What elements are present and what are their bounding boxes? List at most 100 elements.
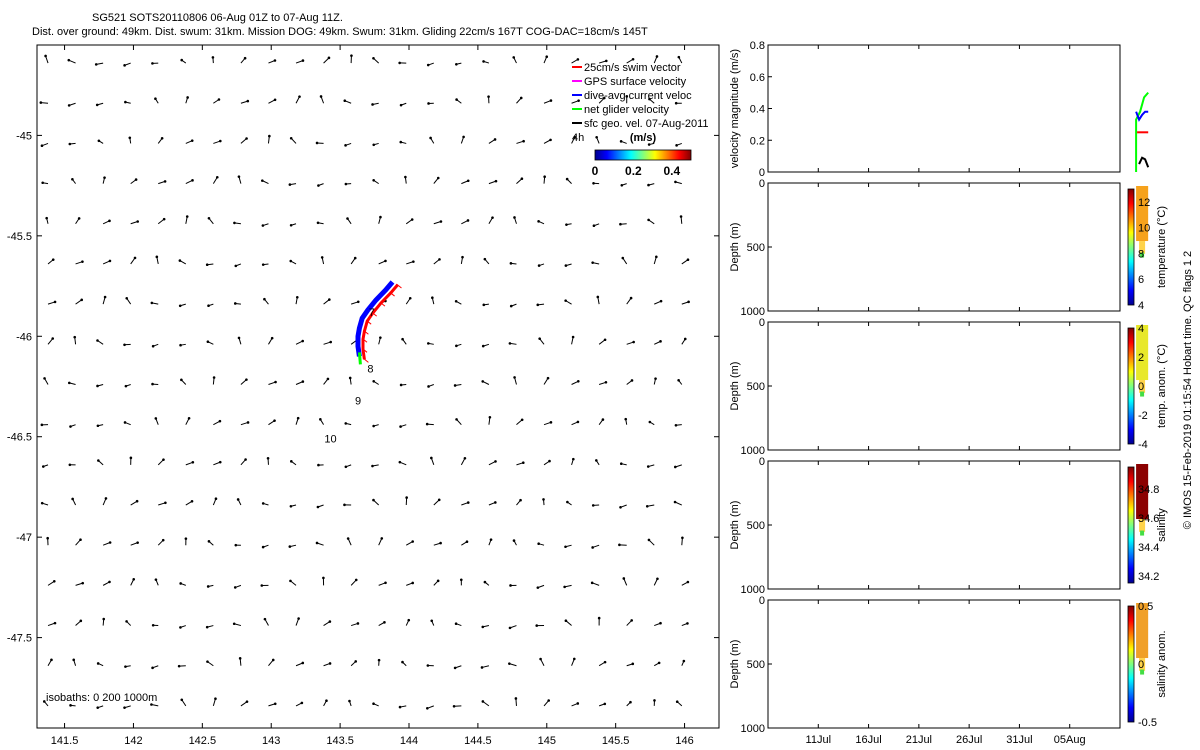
sfc-velocity-vector-head bbox=[328, 620, 332, 623]
sfc-velocity-vector-head bbox=[190, 499, 194, 503]
sfc-velocity-vector-head bbox=[217, 98, 221, 101]
sfc-velocity-vector-head bbox=[301, 59, 305, 62]
sfc-velocity-vector-head bbox=[618, 543, 621, 547]
sfc-velocity-vector-head bbox=[509, 584, 512, 587]
sfc-velocity-vector-head bbox=[77, 217, 81, 220]
sfc-velocity-vector-head bbox=[686, 580, 690, 584]
sfc-velocity-vector-head bbox=[632, 340, 635, 344]
sfc-velocity-vector-head bbox=[329, 340, 333, 344]
velocity-series-line bbox=[1135, 110, 1149, 122]
sfc-velocity-vector-head bbox=[573, 135, 577, 139]
sfc-velocity-vector-head bbox=[125, 620, 128, 623]
sfc-velocity-vector-head bbox=[455, 418, 458, 421]
sfc-velocity-vector-head bbox=[151, 62, 154, 65]
sfc-velocity-vector-head bbox=[398, 705, 402, 709]
panel-y-tick-label: 0.2 bbox=[750, 135, 765, 147]
sfc-velocity-vector-head bbox=[69, 425, 72, 428]
velocity-series-line bbox=[1135, 91, 1149, 172]
sfc-velocity-vector-head bbox=[656, 577, 659, 581]
sfc-velocity-vector-head bbox=[71, 497, 74, 501]
sfc-velocity-vector-head bbox=[346, 217, 349, 220]
panel-colorbar-tick-label: 4 bbox=[1138, 300, 1144, 312]
panel-y-tick-label: 0 bbox=[759, 167, 765, 179]
sfc-velocity-vector-head bbox=[631, 57, 635, 61]
sfc-velocity-vector-head bbox=[163, 180, 167, 183]
sfc-velocity-vector-head bbox=[565, 177, 569, 181]
profile-tail bbox=[1139, 519, 1146, 532]
map-x-tick-label: 145.5 bbox=[602, 735, 630, 747]
sfc-velocity-vector-head bbox=[481, 700, 485, 703]
sfc-velocity-vector-head bbox=[44, 54, 47, 58]
sfc-velocity-vector-head bbox=[438, 258, 441, 261]
sfc-velocity-vector-head bbox=[647, 218, 650, 222]
sfc-velocity-vector-head bbox=[657, 661, 661, 665]
sfc-velocity-vector-head bbox=[647, 183, 650, 187]
sfc-velocity-vector-head bbox=[207, 540, 211, 543]
sfc-velocity-vector-head bbox=[398, 460, 402, 464]
sfc-velocity-vector-head bbox=[215, 175, 219, 179]
sfc-velocity-vector-head bbox=[154, 97, 157, 101]
panel-y-axis-label: Depth (m) bbox=[729, 640, 741, 689]
sfc-velocity-vector-head bbox=[344, 144, 347, 147]
map-x-tick-label: 143.5 bbox=[326, 735, 354, 747]
sfc-velocity-vector-head bbox=[653, 699, 656, 702]
sfc-velocity-vector-head bbox=[40, 144, 44, 147]
panel-colorbar-tick-label: 6 bbox=[1138, 274, 1144, 286]
sfc-velocity-vector-head bbox=[124, 665, 127, 668]
legend-entry: sfc geo. vel. 07-Aug-2011 bbox=[584, 118, 709, 130]
sfc-velocity-vector-head bbox=[494, 501, 497, 504]
sfc-velocity-vector-head bbox=[150, 301, 154, 305]
sfc-velocity-vector-head bbox=[592, 181, 595, 185]
sfc-velocity-vector-head bbox=[274, 380, 277, 384]
map-x-tick-label: 143 bbox=[262, 735, 280, 747]
sfc-velocity-vector-head bbox=[191, 179, 194, 182]
sfc-velocity-vector-head bbox=[601, 418, 605, 421]
imos-credit-text: © IMOS 15-Feb-2019 01:15:54 Hobart time.… bbox=[1182, 251, 1194, 529]
sfc-velocity-vector-head bbox=[687, 300, 690, 304]
sfc-velocity-vector-head bbox=[455, 98, 458, 101]
day-label: 7 bbox=[369, 307, 375, 319]
swim-vector bbox=[371, 311, 377, 317]
sfc-velocity-vector-head bbox=[454, 300, 458, 303]
sfc-velocity-vector-head bbox=[319, 95, 323, 98]
sfc-velocity-vector-head bbox=[214, 497, 218, 500]
sfc-velocity-vector-head bbox=[273, 98, 277, 102]
sfc-velocity-vector-head bbox=[549, 421, 553, 424]
swim-vector bbox=[396, 283, 402, 289]
sfc-velocity-vector-head bbox=[134, 178, 138, 181]
swim-vector bbox=[389, 291, 395, 297]
sfc-velocity-vector-head bbox=[372, 702, 375, 705]
sfc-velocity-vector-head bbox=[150, 703, 153, 706]
velocity-series-line bbox=[1138, 156, 1150, 168]
sfc-velocity-vector-head bbox=[564, 299, 567, 302]
sfc-velocity-vector-head bbox=[408, 296, 412, 300]
sfc-velocity-vector-head bbox=[522, 139, 525, 143]
sfc-velocity-vector-head bbox=[236, 498, 240, 501]
sfc-velocity-vector-head bbox=[151, 623, 155, 627]
sfc-velocity-vector-head bbox=[564, 264, 568, 267]
sfc-velocity-vector-head bbox=[563, 585, 566, 589]
sfc-velocity-vector-head bbox=[462, 135, 465, 139]
sfc-velocity-vector-head bbox=[129, 456, 133, 460]
sfc-velocity-vector-head bbox=[244, 458, 247, 461]
legend-entry: dive-avg current veloc bbox=[584, 90, 692, 102]
sfc-velocity-vector-head bbox=[592, 224, 596, 228]
sfc-velocity-vector-head bbox=[218, 419, 222, 423]
sfc-velocity-vector-head bbox=[494, 179, 498, 183]
sfc-velocity-vector-head bbox=[97, 139, 101, 143]
sfc-velocity-vector-head bbox=[206, 660, 209, 663]
sfc-velocity-vector-head bbox=[513, 376, 516, 379]
sfc-velocity-vector-head bbox=[681, 536, 684, 540]
sfc-velocity-vector-head bbox=[356, 300, 360, 304]
panel-colorbar-label: salinity anom. bbox=[1156, 630, 1168, 697]
sfc-velocity-vector-head bbox=[572, 657, 576, 661]
sfc-velocity-vector-head bbox=[545, 55, 549, 59]
net-glider-velocity-mark bbox=[357, 352, 362, 365]
sfc-velocity-vector-head bbox=[211, 56, 215, 59]
sfc-velocity-vector-head bbox=[648, 97, 651, 101]
sfc-velocity-vector-head bbox=[645, 504, 649, 508]
sfc-velocity-vector-head bbox=[96, 424, 100, 428]
sfc-velocity-vector-head bbox=[205, 625, 209, 629]
sfc-velocity-vector-head bbox=[655, 55, 659, 58]
profile-tail-green bbox=[1140, 669, 1145, 675]
